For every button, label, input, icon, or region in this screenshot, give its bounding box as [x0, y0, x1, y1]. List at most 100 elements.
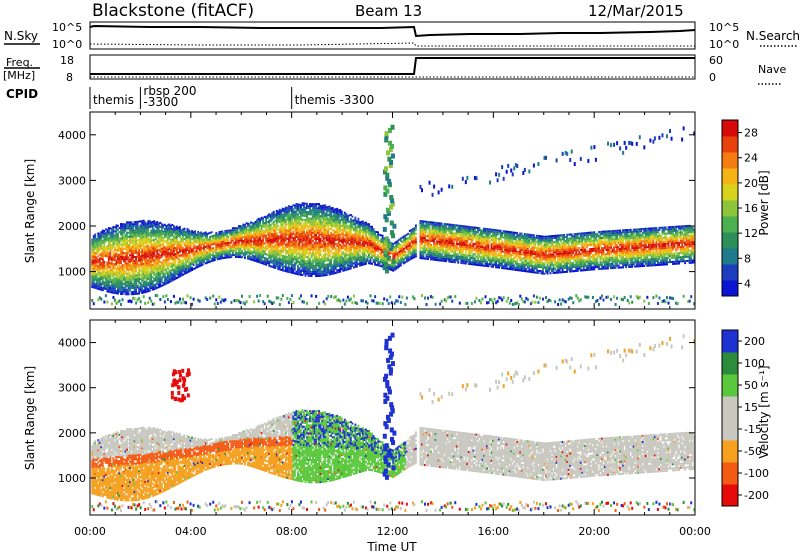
power-cell: [237, 239, 240, 242]
power-cell: [189, 240, 192, 244]
power-cell: [141, 248, 144, 251]
power-cell: [299, 255, 302, 258]
power-cell: [284, 227, 287, 230]
power-cell: [299, 236, 302, 239]
power-cell: [138, 251, 141, 254]
power-cell: [298, 228, 301, 231]
power-cell: [174, 257, 177, 260]
power-cell: [92, 267, 95, 270]
power-cell: [172, 241, 175, 244]
power-cell: [239, 239, 242, 242]
power-cell: [168, 241, 171, 245]
power-cell: [277, 261, 280, 264]
power-cell: [224, 240, 227, 243]
power-cell: [145, 253, 148, 256]
power-cell: [171, 223, 174, 227]
power-cell: [306, 266, 308, 269]
power-cell: [263, 256, 266, 259]
power-cell: [296, 225, 299, 228]
power-cell: [310, 256, 313, 259]
power-cell: [419, 224, 422, 227]
power-cell: [174, 240, 177, 243]
power-cell: [222, 252, 225, 255]
power-cell: [275, 224, 278, 227]
power-cell: [315, 294, 318, 298]
power-cell: [289, 248, 292, 251]
power-cell: [163, 240, 166, 243]
power-cell: [142, 236, 145, 239]
power-cell: [135, 235, 138, 238]
power-cell: [339, 219, 342, 222]
power-cell: [309, 264, 311, 267]
power-cell: [281, 217, 284, 221]
power-cell: [293, 243, 296, 246]
power-cell: [275, 246, 278, 249]
power-cell: [402, 237, 405, 240]
power-cell: [165, 278, 168, 281]
power-cell: [334, 236, 337, 240]
power-cell: [234, 249, 237, 252]
power-cell: [268, 264, 271, 267]
power-cell: [375, 237, 378, 240]
power-cell: [98, 241, 101, 244]
power-cell: [130, 229, 133, 232]
power-cell: [289, 238, 292, 241]
power-cell: [206, 232, 209, 236]
power-cell: [216, 239, 219, 242]
power-cell: [366, 247, 369, 250]
power-cell: [339, 245, 342, 248]
power-cell: [215, 233, 218, 237]
nsearch-tick-bottom: 10^0: [709, 38, 739, 51]
power-cell: [357, 230, 360, 233]
power-cell: [312, 205, 314, 208]
power-cell: [191, 229, 193, 232]
power-cell: [327, 249, 330, 252]
power-cell: [316, 248, 319, 251]
power-cell: [262, 217, 265, 220]
power-cell: [371, 262, 373, 265]
power-cell: [289, 246, 292, 249]
power-cell: [159, 281, 162, 284]
power-cell: [366, 256, 369, 259]
power-cell: [197, 245, 200, 248]
power-cell: [325, 259, 328, 262]
power-cell: [307, 229, 310, 232]
power-cell: [360, 245, 363, 248]
power-cell: [337, 242, 340, 245]
power-cell: [138, 288, 141, 291]
power-cell: [313, 223, 316, 226]
power-cell: [162, 240, 165, 243]
power-cell: [113, 271, 116, 274]
power-cell: [272, 221, 275, 224]
power-cell: [191, 252, 193, 255]
power-cell: [129, 299, 132, 303]
power-cell: [123, 288, 125, 292]
power-cell: [112, 242, 115, 245]
power-cell: [172, 231, 175, 234]
power-cell: [286, 231, 289, 234]
power-cell: [286, 256, 289, 259]
power-cell: [166, 226, 169, 229]
power-cell: [95, 246, 98, 249]
power-cell: [293, 272, 296, 275]
power-cell: [165, 264, 168, 267]
power-cell: [263, 263, 266, 266]
power-cell: [124, 225, 127, 228]
power-cell: [100, 264, 103, 267]
power-cell: [399, 264, 402, 267]
power-cell: [299, 271, 302, 274]
power-cell: [200, 262, 203, 265]
power-cell: [319, 248, 322, 251]
power-cell: [290, 218, 293, 221]
power-cell: [188, 247, 190, 250]
power-cell: [197, 259, 200, 262]
power-cell: [263, 215, 266, 218]
power-cell: [177, 255, 180, 258]
power-cell: [339, 223, 342, 226]
power-cell: [345, 266, 348, 269]
power-cell: [230, 249, 233, 252]
power-cell: [163, 268, 166, 271]
power-cell: [130, 291, 133, 294]
power-cell: [299, 216, 302, 219]
power-cell: [274, 213, 277, 216]
